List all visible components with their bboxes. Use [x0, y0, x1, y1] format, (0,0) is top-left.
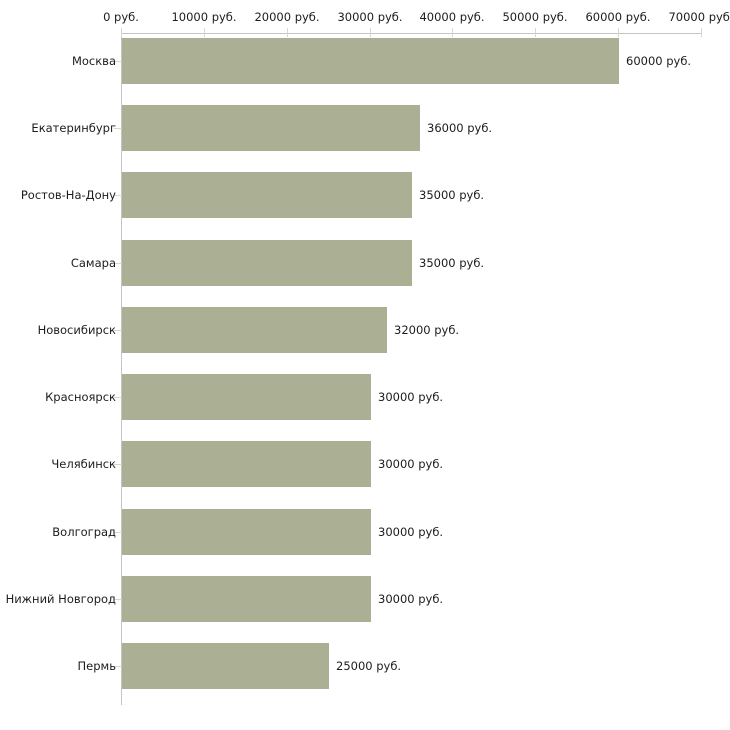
x-axis-tick-mark	[618, 28, 619, 37]
bar-5	[122, 374, 371, 420]
x-axis-tick-label: 0 руб.	[103, 10, 139, 24]
value-label-5: 30000 руб.	[378, 390, 444, 404]
value-label-1: 36000 руб.	[427, 121, 493, 135]
x-axis-tick-label: 60000 руб.	[585, 10, 651, 24]
bar-8	[122, 576, 371, 622]
value-label-2: 35000 руб.	[419, 188, 485, 202]
value-label-4: 32000 руб.	[394, 323, 460, 337]
category-label-2: Ростов-На-Дону	[20, 188, 116, 202]
x-axis-line	[121, 33, 702, 34]
value-label-8: 30000 руб.	[378, 592, 444, 606]
category-label-0: Москва	[71, 54, 116, 68]
x-axis-tick-label: 40000 руб.	[419, 10, 485, 24]
y-axis-line	[121, 33, 122, 705]
y-axis-tick-mark	[114, 666, 122, 667]
x-axis-tick-mark	[287, 28, 288, 37]
category-label-9: Пермь	[77, 659, 116, 673]
x-axis-tick-label: 50000 руб.	[502, 10, 568, 24]
category-label-6: Челябинск	[51, 457, 116, 471]
bar-3	[122, 240, 412, 286]
value-label-0: 60000 руб.	[626, 54, 692, 68]
y-axis-tick-mark	[114, 397, 122, 398]
x-axis-tick-mark	[121, 28, 122, 37]
category-label-5: Красноярск	[45, 390, 116, 404]
bar-2	[122, 172, 412, 218]
x-axis-tick-mark	[535, 28, 536, 37]
bar-7	[122, 509, 371, 555]
category-label-3: Самара	[70, 256, 116, 270]
bar-1	[122, 105, 420, 151]
category-label-8: Нижний Новгород	[5, 592, 116, 606]
y-axis-tick-mark	[114, 195, 122, 196]
bar-4	[122, 307, 387, 353]
category-label-1: Екатеринбург	[31, 121, 116, 135]
value-label-6: 30000 руб.	[378, 457, 444, 471]
y-axis-tick-mark	[114, 464, 122, 465]
x-axis-tick-mark	[452, 28, 453, 37]
x-axis-tick-mark	[370, 28, 371, 37]
x-axis-tick-label: 10000 руб.	[171, 10, 237, 24]
y-axis-tick-mark	[114, 263, 122, 264]
x-axis-tick-label: 30000 руб.	[337, 10, 403, 24]
value-label-3: 35000 руб.	[419, 256, 485, 270]
y-axis-tick-mark	[114, 599, 122, 600]
y-axis-tick-mark	[114, 61, 122, 62]
y-axis-tick-mark	[114, 128, 122, 129]
bar-0	[122, 38, 619, 84]
y-axis-tick-mark	[114, 330, 122, 331]
x-axis-tick-mark	[204, 28, 205, 37]
y-axis-tick-mark	[114, 532, 122, 533]
bar-9	[122, 643, 329, 689]
value-label-9: 25000 руб.	[336, 659, 402, 673]
category-label-7: Волгоград	[52, 525, 116, 539]
x-axis-tick-mark	[701, 28, 702, 37]
category-label-4: Новосибирск	[37, 323, 116, 337]
bar-6	[122, 441, 371, 487]
x-axis-tick-label: 70000 руб.	[668, 10, 730, 24]
x-axis-tick-label: 20000 руб.	[254, 10, 320, 24]
value-label-7: 30000 руб.	[378, 525, 444, 539]
